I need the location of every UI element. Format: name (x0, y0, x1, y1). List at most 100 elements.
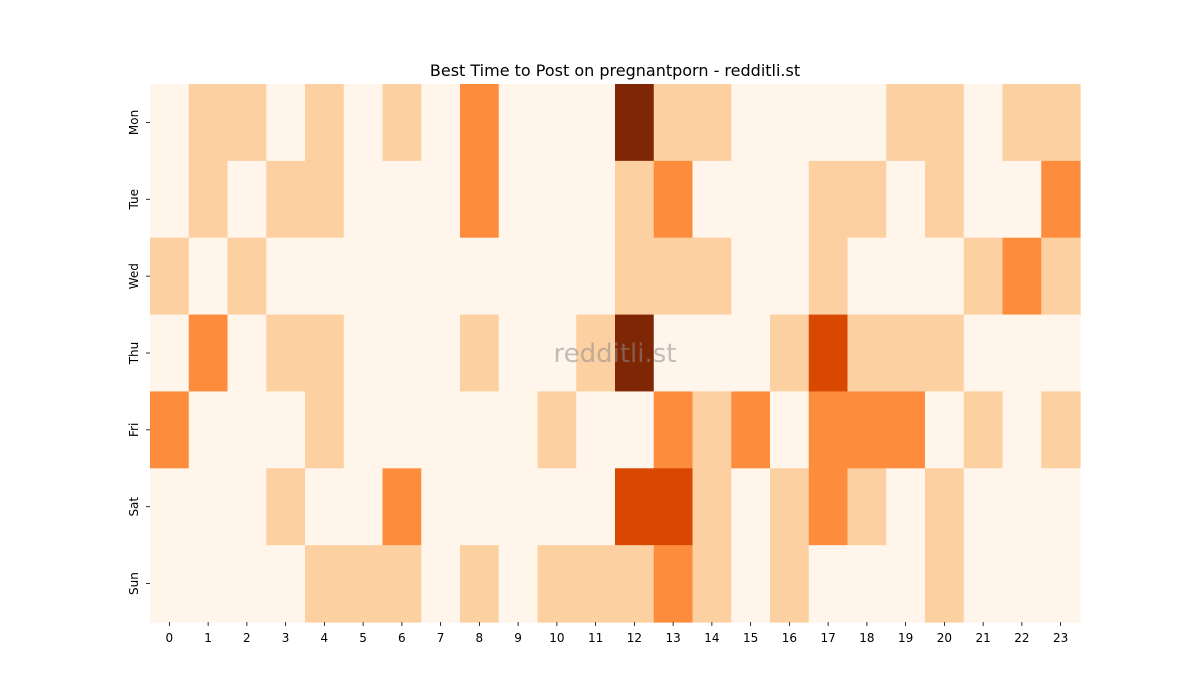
y-tick-label: Tue (127, 189, 141, 211)
heatmap-cell-sun-2 (227, 545, 267, 623)
heatmap-cell-wed-9 (498, 237, 539, 316)
heatmap-cell-sun-4 (305, 545, 345, 623)
heatmap-cell-wed-5 (343, 237, 384, 316)
heatmap-cell-mon-13 (653, 84, 694, 162)
heatmap-cell-thu-7 (421, 314, 461, 393)
heatmap-cell-thu-3 (266, 314, 306, 393)
heatmap-cell-thu-23 (1041, 314, 1081, 393)
heatmap-cell-mon-1 (188, 84, 229, 162)
heatmap-cell-sat-23 (1041, 468, 1081, 546)
heatmap-cell-wed-3 (266, 237, 306, 316)
heatmap-cell-sat-16 (770, 468, 810, 546)
heatmap-cell-thu-20 (925, 314, 965, 393)
heatmap-cell-wed-13 (653, 237, 694, 316)
heatmap-cell-tue-10 (537, 160, 577, 239)
heatmap-cell-sun-13 (653, 545, 694, 623)
heatmap-cell-mon-2 (227, 84, 267, 162)
heatmap-cell-sun-7 (421, 545, 461, 623)
heatmap-cell-mon-7 (421, 84, 461, 162)
heatmap-cell-sun-22 (1002, 545, 1042, 623)
x-tick-label: 2 (243, 631, 251, 645)
heatmap-cell-tue-9 (498, 160, 539, 239)
heatmap-cell-mon-17 (808, 84, 849, 162)
heatmap-cell-fri-17 (808, 391, 849, 469)
heatmap-cell-mon-5 (343, 84, 384, 162)
heatmap-cell-sat-11 (576, 468, 616, 546)
x-tick-label: 3 (282, 631, 290, 645)
heatmap-cell-sun-15 (731, 545, 771, 623)
heatmap-cell-sat-3 (266, 468, 306, 546)
heatmap-cell-fri-9 (498, 391, 539, 469)
heatmap-cell-tue-18 (847, 160, 887, 239)
heatmap-cell-sun-12 (615, 545, 655, 623)
y-tick-label: Thu (127, 342, 141, 366)
heatmap-cell-sat-6 (382, 468, 422, 546)
heatmap-cell-mon-0 (150, 84, 190, 162)
heatmap-cell-mon-4 (305, 84, 345, 162)
x-tick-label: 0 (166, 631, 174, 645)
heatmap-cell-sat-18 (847, 468, 887, 546)
heatmap-cell-fri-0 (150, 391, 190, 469)
heatmap-cell-thu-14 (692, 314, 732, 393)
heatmap-cell-mon-21 (963, 84, 1004, 162)
heatmap-cell-fri-21 (963, 391, 1004, 469)
heatmap-cell-mon-3 (266, 84, 306, 162)
heatmap-cell-thu-6 (382, 314, 422, 393)
heatmap-cell-wed-14 (692, 237, 732, 316)
heatmap-cell-wed-22 (1002, 237, 1042, 316)
y-tick-label: Sat (127, 497, 141, 517)
heatmap-cell-thu-10 (537, 314, 577, 393)
x-tick-label: 21 (975, 631, 990, 645)
heatmap-cell-sat-7 (421, 468, 461, 546)
heatmap-cell-sat-12 (615, 468, 655, 546)
heatmap-cell-mon-20 (925, 84, 965, 162)
heatmap-cell-wed-7 (421, 237, 461, 316)
heatmap-cell-wed-15 (731, 237, 771, 316)
heatmap-cell-sun-11 (576, 545, 616, 623)
heatmap-cell-tue-2 (227, 160, 267, 239)
x-tick-label: 11 (588, 631, 603, 645)
heatmap-cell-sun-19 (886, 545, 926, 623)
heatmap-cell-fri-15 (731, 391, 771, 469)
heatmap-cell-sun-20 (925, 545, 965, 623)
heatmap-cell-sat-0 (150, 468, 190, 546)
heatmap-cell-thu-16 (770, 314, 810, 393)
heatmap-cell-thu-19 (886, 314, 926, 393)
heatmap-cell-fri-14 (692, 391, 732, 469)
heatmap-cell-tue-23 (1041, 160, 1081, 239)
heatmap-cell-tue-11 (576, 160, 616, 239)
heatmap-cell-thu-15 (731, 314, 771, 393)
heatmap-cell-tue-7 (421, 160, 461, 239)
heatmap-cell-fri-4 (305, 391, 345, 469)
heatmap-cell-thu-12 (615, 314, 655, 393)
x-tick-label: 20 (937, 631, 952, 645)
heatmap-cell-fri-3 (266, 391, 306, 469)
heatmap-cell-sat-20 (925, 468, 965, 546)
heatmap-cell-fri-5 (343, 391, 384, 469)
heatmap-cell-fri-16 (770, 391, 810, 469)
heatmap-cell-fri-8 (460, 391, 500, 469)
y-tick-label: Mon (127, 110, 141, 135)
heatmap-cell-thu-18 (847, 314, 887, 393)
heatmap-cell-fri-2 (227, 391, 267, 469)
heatmap-cell-fri-1 (188, 391, 229, 469)
heatmap-cell-wed-11 (576, 237, 616, 316)
heatmap-cell-sat-2 (227, 468, 267, 546)
heatmap-cell-fri-13 (653, 391, 694, 469)
heatmap-cell-mon-16 (770, 84, 810, 162)
heatmap-cell-tue-17 (808, 160, 849, 239)
heatmap-cell-sat-14 (692, 468, 732, 546)
heatmap-cell-thu-5 (343, 314, 384, 393)
heatmap-cell-wed-23 (1041, 237, 1081, 316)
heatmap-cell-mon-14 (692, 84, 732, 162)
heatmap-cell-wed-19 (886, 237, 926, 316)
heatmap-cell-mon-15 (731, 84, 771, 162)
heatmap-cell-fri-22 (1002, 391, 1042, 469)
heatmap-cell-sat-5 (343, 468, 384, 546)
heatmap-cell-wed-17 (808, 237, 849, 316)
chart-title: Best Time to Post on pregnantporn - redd… (430, 61, 800, 80)
heatmap-cell-sun-14 (692, 545, 732, 623)
heatmap-cell-wed-6 (382, 237, 422, 316)
heatmap-cell-sun-8 (460, 545, 500, 623)
